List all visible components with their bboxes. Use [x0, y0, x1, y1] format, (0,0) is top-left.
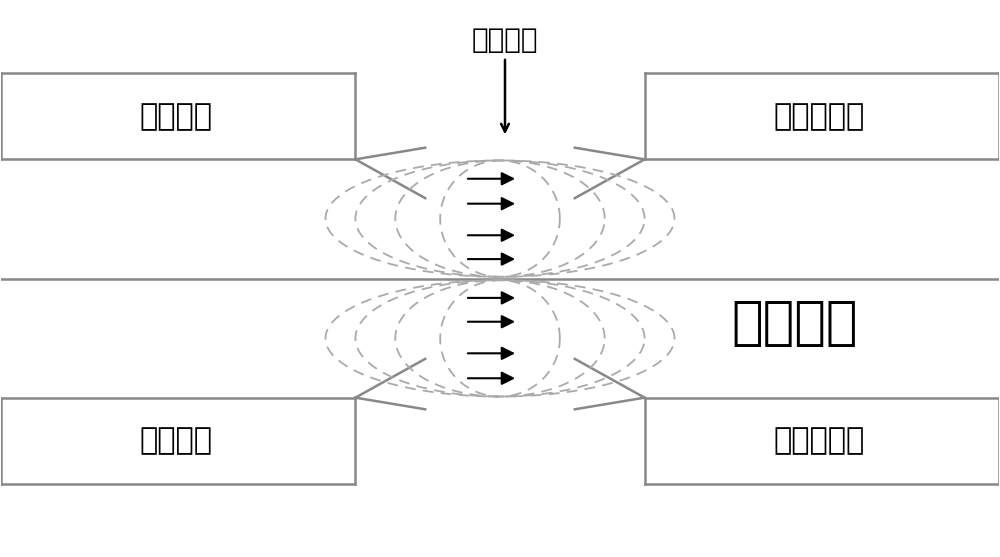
- Text: 中心平面: 中心平面: [731, 297, 857, 349]
- Text: 上法兰盘: 上法兰盘: [139, 102, 212, 131]
- Text: 加速缝隙: 加速缝隙: [472, 26, 538, 131]
- Text: 下法兰盘: 下法兰盘: [139, 426, 212, 455]
- Text: 下高频腔体: 下高频腔体: [773, 426, 865, 455]
- Text: 上高频腔体: 上高频腔体: [773, 102, 865, 131]
